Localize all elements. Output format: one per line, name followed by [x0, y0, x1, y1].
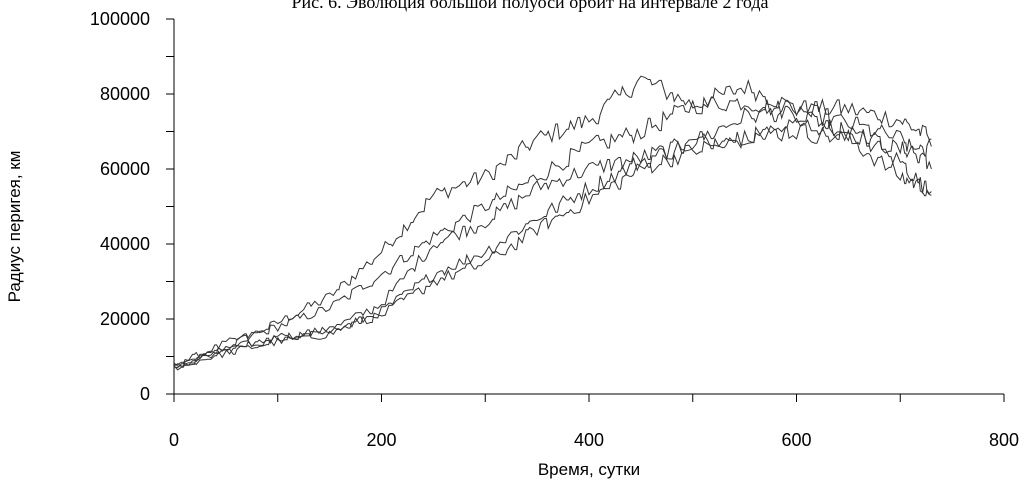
x-tick-label: 800	[989, 430, 1019, 450]
x-tick-label: 200	[366, 430, 396, 450]
y-tick-label: 0	[140, 384, 150, 404]
x-tick-label: 600	[781, 430, 811, 450]
y-tick-label: 20000	[100, 309, 150, 329]
x-tick-label: 0	[169, 430, 179, 450]
y-axis-title: Радиус перигея, км	[5, 151, 24, 303]
series-line-1	[173, 75, 932, 369]
chart-axes: 0 20000 40000 60000 80000 100000 0 200 400 600 800	[90, 9, 1019, 450]
y-tick-label: 80000	[100, 84, 150, 104]
series-line-4	[173, 124, 932, 371]
y-tick-label: 40000	[100, 234, 150, 254]
chart-series	[173, 75, 932, 371]
x-tick-label: 400	[574, 430, 604, 450]
y-tick-label: 100000	[90, 9, 150, 29]
y-tick-label: 60000	[100, 159, 150, 179]
series-line-5	[173, 117, 932, 366]
x-axis-title: Время, сутки	[538, 460, 640, 479]
figure-caption: Рис. 6. Эволюция большой полуоси орбит н…	[291, 0, 769, 12]
series-line-2	[173, 96, 932, 367]
